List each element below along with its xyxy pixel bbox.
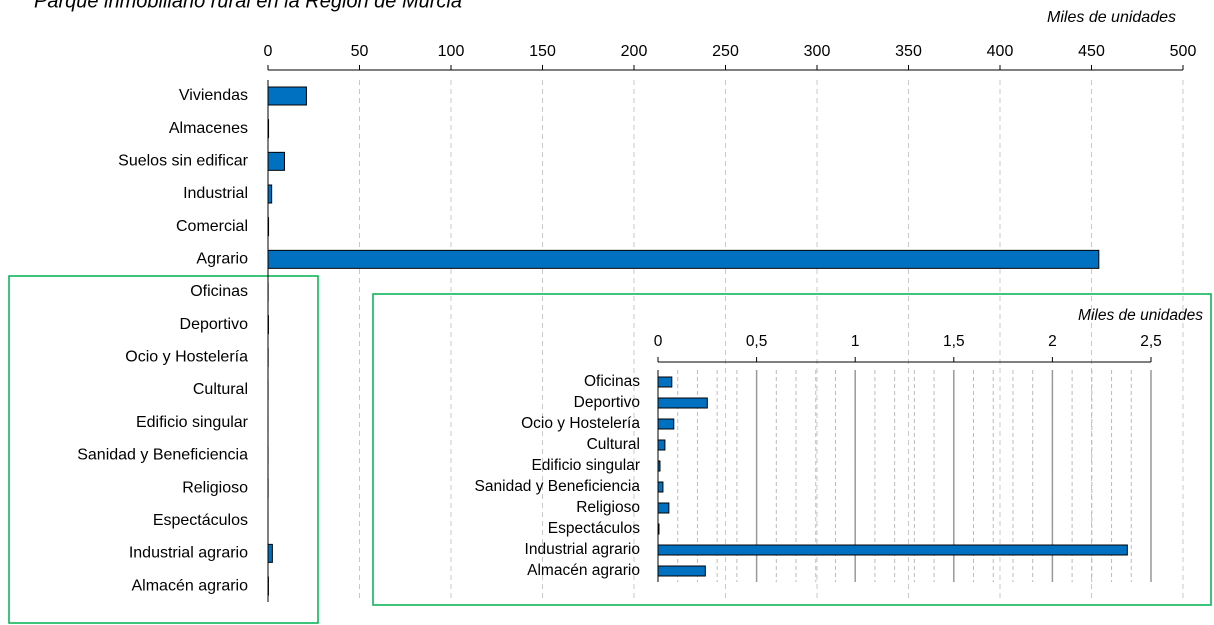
x-tick-label: 0	[654, 333, 663, 350]
y-tick-label: Oficinas	[190, 283, 248, 300]
x-tick-label: 0,5	[746, 333, 768, 350]
bar	[657, 544, 1128, 556]
x-tick-label: 200	[621, 43, 648, 60]
y-tick-label: Comercial	[176, 218, 248, 235]
y-tick-label: Industrial	[183, 185, 248, 202]
y-tick-label: Religioso	[576, 499, 640, 516]
y-tick-label: Almacén agrario	[132, 577, 249, 594]
y-tick-label: Espectáculos	[548, 520, 640, 537]
bar	[657, 376, 673, 388]
x-tick-label: 350	[895, 43, 922, 60]
chart-title: Parque inmobiliario rural en la Región d…	[34, 0, 462, 12]
inset-box	[372, 293, 1212, 606]
x-tick-label: 400	[987, 43, 1014, 60]
bar	[267, 217, 270, 237]
bar	[657, 565, 706, 577]
x-tick-label: 2	[1048, 333, 1057, 350]
y-tick-label: Religioso	[182, 479, 248, 496]
bar	[267, 151, 285, 171]
highlight-box	[8, 275, 319, 624]
bar	[267, 543, 273, 563]
y-tick-label: Industrial agrario	[525, 541, 640, 558]
x-tick-label: 150	[529, 43, 556, 60]
x-tick-label: 100	[438, 43, 465, 60]
bar	[657, 418, 675, 430]
y-tick-label: Oficinas	[584, 373, 640, 390]
y-tick-label: Edificio singular	[531, 457, 640, 474]
y-tick-label: Suelos sin edificar	[118, 153, 249, 170]
y-tick-label: Deportivo	[574, 394, 640, 411]
x-tick-label: 1,5	[943, 333, 965, 350]
x-tick-label: 300	[804, 43, 831, 60]
bar	[657, 397, 708, 409]
y-tick-label: Agrario	[196, 251, 248, 268]
x-tick-label: 250	[712, 43, 739, 60]
x-tick-label: 1	[851, 333, 860, 350]
x-tick-label: 0	[264, 43, 273, 60]
y-tick-label: Industrial agrario	[129, 545, 248, 562]
y-tick-label: Edificio singular	[136, 414, 249, 431]
x-tick-label: 2,5	[1140, 333, 1162, 350]
y-tick-label: Viviendas	[179, 87, 248, 104]
bar	[657, 439, 666, 451]
x-axis-label: Miles de unidades	[1078, 307, 1203, 324]
bar	[267, 119, 270, 139]
bar	[267, 249, 1100, 269]
bar	[657, 523, 660, 535]
y-tick-label: Ocio y Hostelería	[521, 415, 640, 432]
y-tick-label: Deportivo	[180, 316, 249, 333]
bar	[267, 184, 273, 204]
x-axis-label: Miles de unidades	[1047, 9, 1176, 26]
y-tick-label: Sanidad y Beneficiencia	[77, 447, 248, 464]
y-tick-label: Almacenes	[169, 120, 248, 137]
bar	[657, 481, 664, 493]
y-tick-label: Espectáculos	[153, 512, 248, 529]
y-tick-label: Ocio y Hostelería	[125, 349, 248, 366]
y-tick-label: Almacén agrario	[527, 562, 640, 579]
bar	[267, 86, 307, 106]
x-tick-label: 450	[1078, 43, 1105, 60]
bar	[657, 502, 670, 514]
y-tick-label: Cultural	[193, 381, 248, 398]
x-tick-label: 500	[1170, 43, 1197, 60]
x-tick-label: 50	[351, 43, 369, 60]
bar	[657, 460, 661, 472]
y-tick-label: Cultural	[587, 436, 640, 453]
y-tick-label: Sanidad y Beneficiencia	[475, 478, 641, 495]
